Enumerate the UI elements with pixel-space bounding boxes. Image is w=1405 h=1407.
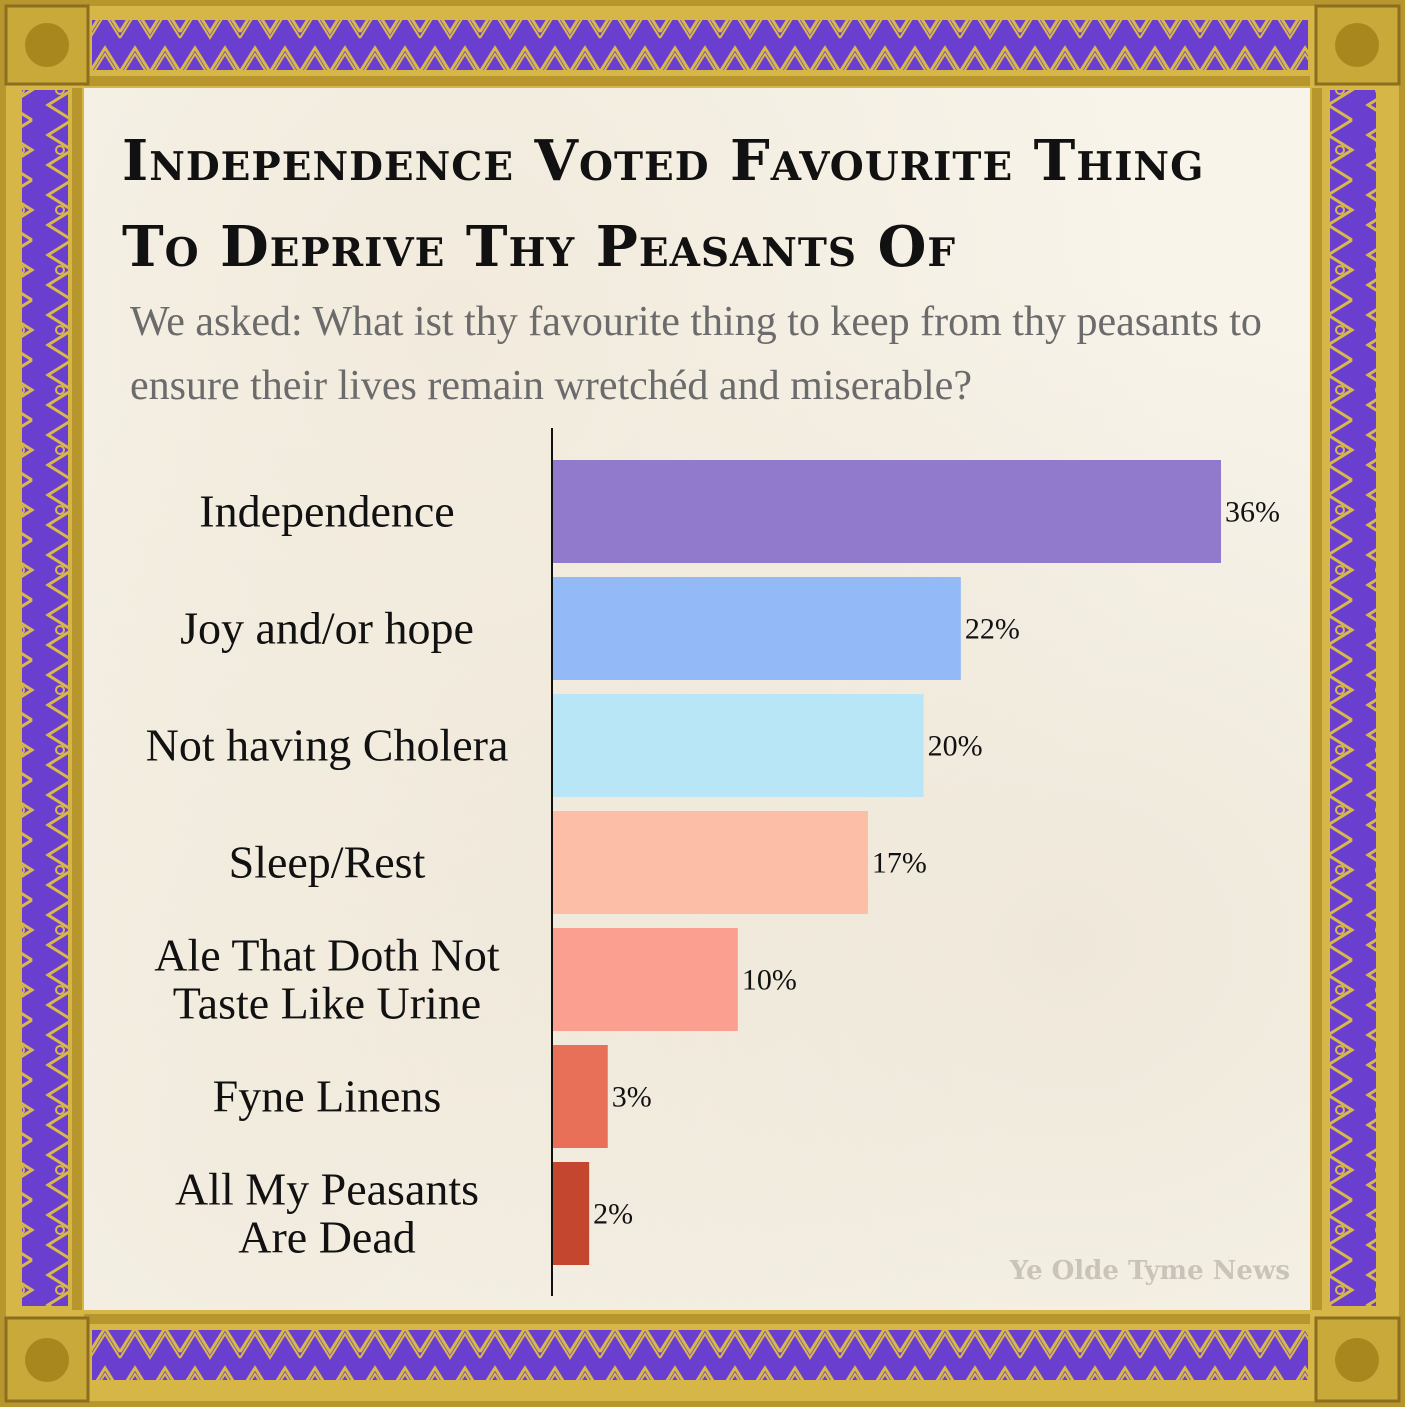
bar-5 (552, 1045, 608, 1148)
chart-title: Independence Voted Favourite Thing To De… (122, 128, 1205, 280)
bar-3 (552, 811, 868, 914)
category-label-4-line-1: Taste Like Urine (173, 978, 481, 1029)
category-label-6-line-1: Are Dead (238, 1212, 416, 1263)
value-label-1: 22% (965, 613, 1020, 646)
category-label-5: Fyne Linens (213, 1071, 442, 1122)
corner-ornament-br (1314, 1316, 1401, 1403)
value-label-5: 3% (612, 1081, 652, 1114)
category-label-3: Sleep/Rest (229, 837, 426, 888)
bar-2 (552, 694, 924, 797)
publisher-watermark: Ye Olde Tyme News (1009, 1256, 1290, 1286)
value-label-4: 10% (742, 964, 797, 997)
category-label-6-line-0: All My Peasants (175, 1164, 479, 1215)
bar-0 (552, 460, 1221, 563)
category-label-0: Independence (199, 486, 454, 537)
chart-subtitle: We asked: What ist thy favourite thing t… (130, 299, 1262, 409)
value-label-3: 17% (872, 847, 927, 880)
corner-ornament-tr (1314, 4, 1401, 86)
bar-6 (552, 1162, 590, 1265)
corner-ornament-tl (4, 4, 90, 86)
value-label-6: 2% (593, 1198, 633, 1231)
corner-ornament-bl (4, 1316, 90, 1403)
value-label-2: 20% (928, 730, 983, 763)
category-label-2: Not having Cholera (146, 720, 509, 771)
category-label-4-line-0: Ale That Doth Not (154, 930, 500, 981)
category-label-1: Joy and/or hope (180, 603, 474, 654)
value-label-0: 36% (1225, 496, 1280, 529)
bar-1 (552, 577, 961, 680)
bar-4 (552, 928, 738, 1031)
